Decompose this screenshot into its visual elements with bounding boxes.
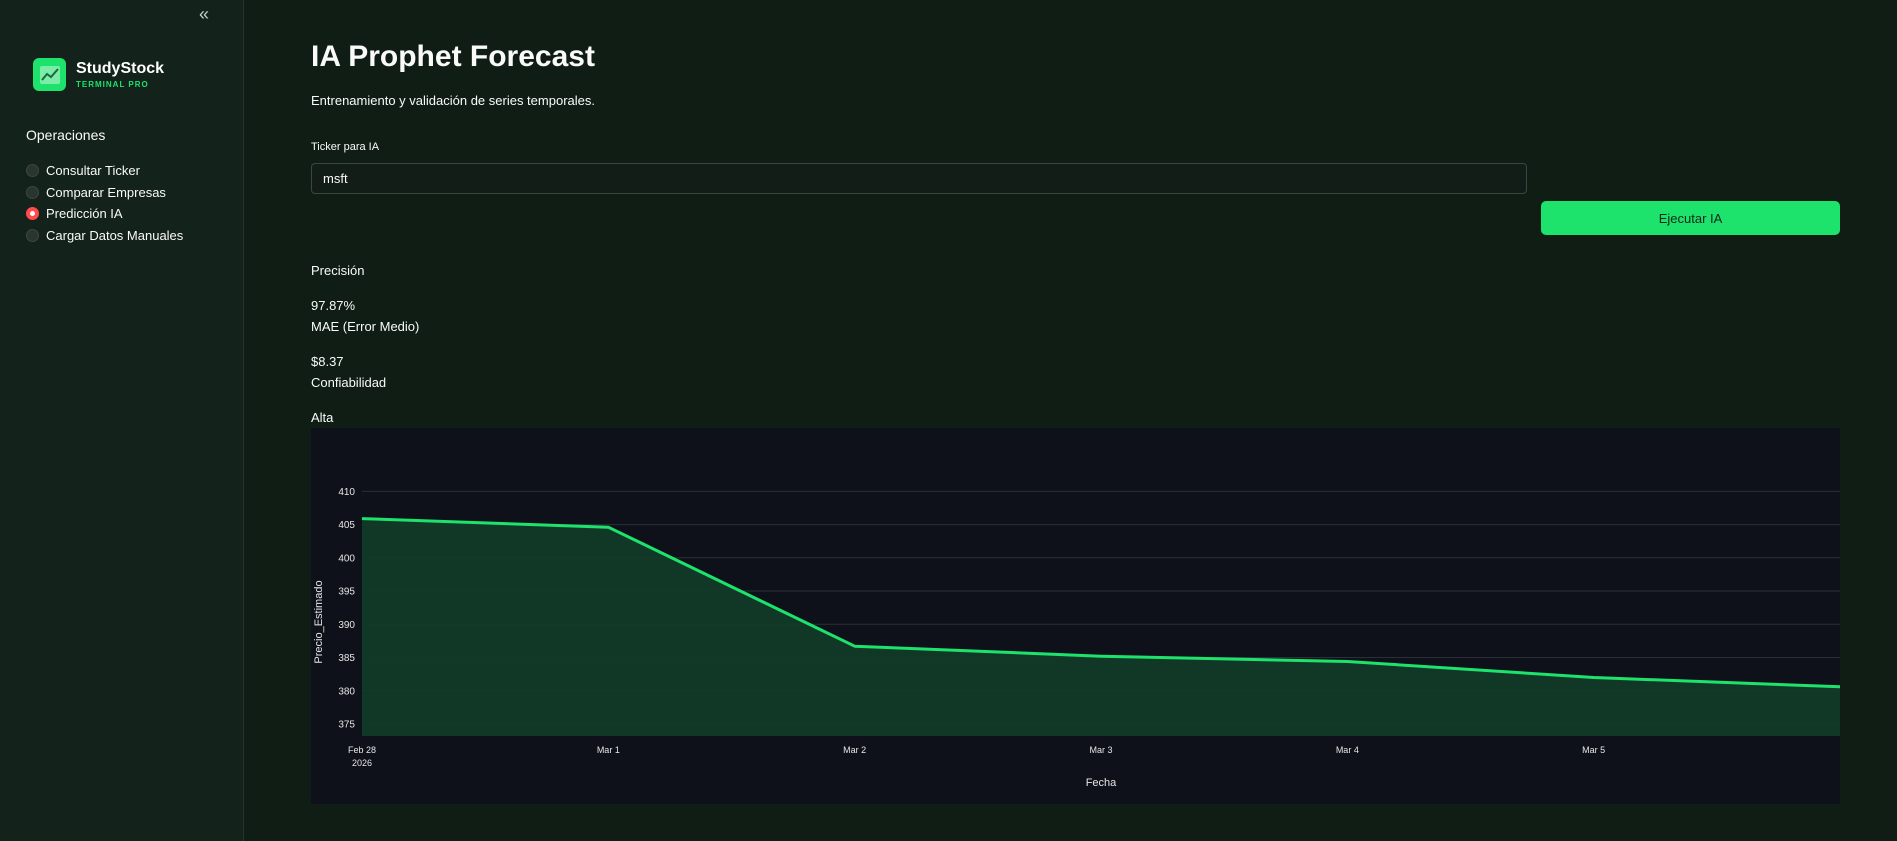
page-subtitle: Entrenamiento y validación de series tem… [311,93,595,108]
radio-circle-icon[interactable] [26,185,39,199]
forecast-area [362,518,1840,736]
y-tick-label: 375 [338,720,355,731]
forecast-line [361,517,1840,689]
y-tick-label: 405 [338,520,355,531]
main-content: IA Prophet Forecast Entrenamiento y vali… [311,0,1841,841]
radio-prediccion-ia[interactable]: Predicción IA [26,203,183,225]
radio-cargar-datos-manuales[interactable]: Cargar Datos Manuales [26,225,183,247]
precision-value: 97.87% [311,298,356,313]
mae-label: MAE (Error Medio) [311,319,420,334]
y-axis-title: Precio_Estimado [313,580,325,663]
confidence-label: Confiabilidad [311,375,387,390]
radio-consultar-ticker[interactable]: Consultar Ticker [26,160,183,182]
radio-comparar-empresas[interactable]: Comparar Empresas [26,182,183,204]
x-tick-label: Mar 1 [597,745,620,755]
ticker-input[interactable] [311,163,1527,194]
radio-label: Cargar Datos Manuales [46,227,184,243]
x-tick-label: Feb 28 [348,745,376,755]
x-tick-label: Mar 3 [1089,745,1112,755]
x-tick-label: Mar 4 [1336,745,1359,755]
mae-value: $8.37 [311,354,344,369]
sidebar: « StudyStock TERMINAL PRO Operaciones Co… [0,0,244,841]
brand-name: StudyStock [76,59,165,77]
brand: StudyStock TERMINAL PRO [33,58,164,91]
chart-logo-icon [33,58,66,91]
brand-subtitle: TERMINAL PRO [76,79,149,89]
y-tick-label: 395 [338,587,355,598]
radio-selected-icon[interactable] [26,207,39,221]
radio-label: Comparar Empresas [46,184,166,200]
precision-label: Precisión [311,263,365,278]
x-tick-label: Mar 5 [1582,745,1605,755]
x-axis-title: Fecha [1086,777,1117,789]
y-tick-label: 390 [338,620,355,631]
y-tick-label: 410 [338,487,355,498]
radio-circle-icon[interactable] [26,228,39,242]
page-title: IA Prophet Forecast [311,40,595,73]
double-chevron-left-icon[interactable]: « [198,4,209,24]
forecast-chart[interactable]: 375 380 385 390 395 400 405 410 Feb 28 2026 Mar 1 M… [311,428,1840,804]
x-tick-label-year: 2026 [352,758,372,768]
forecast-chart-svg: 375 380 385 390 395 400 405 410 Feb 28 2026 Mar 1 M… [313,487,1840,789]
x-tick-label: Mar 2 [843,745,866,755]
y-tick-label: 380 [338,686,355,697]
radio-label: Consultar Ticker [46,163,140,179]
ticker-label: Ticker para IA [311,141,380,153]
run-ai-button[interactable]: Ejecutar IA [1541,201,1840,235]
radio-circle-icon[interactable] [26,164,39,178]
confidence-value: Alta [311,410,334,425]
operations-radio-group: Consultar Ticker Comparar Empresas Predi… [26,160,183,246]
radio-label: Predicción IA [46,206,123,222]
y-tick-label: 400 [338,553,355,564]
operations-label: Operaciones [26,127,106,143]
y-tick-label: 385 [338,653,355,664]
